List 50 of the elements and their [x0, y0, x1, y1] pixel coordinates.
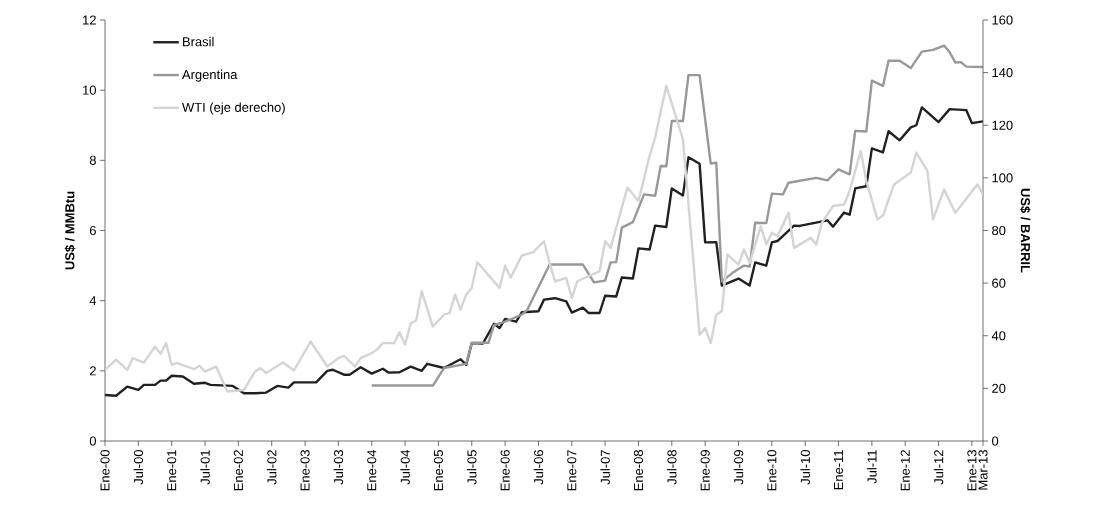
line-series — [370, 44, 984, 387]
x-tick-label: Ene-06 — [500, 450, 510, 491]
y2-tick-label: 100 — [992, 173, 1013, 183]
x-tick-label: Ene-08 — [633, 450, 644, 491]
y-tick-label: 12 — [83, 15, 96, 25]
x-tick-label: Ene-02 — [233, 450, 243, 491]
y2-tick-label: 80 — [992, 225, 1006, 236]
y2-axis-title: US$ / BARRIL — [1019, 188, 1031, 273]
y-tick-label: 8 — [89, 155, 96, 165]
x-tick-label: Ene-03 — [300, 450, 310, 491]
y2-tick-label: 20 — [992, 383, 1006, 393]
legend-label: Brasil — [183, 36, 214, 47]
x-tick-label: Jul-01 — [200, 450, 210, 485]
x-tick-label: Ene-13 — [967, 450, 977, 491]
y-tick-label: 2 — [89, 366, 96, 376]
x-tick-label: Jul-03 — [333, 450, 344, 485]
x-tick-label: Ene-00 — [100, 450, 110, 491]
x-tick-label: Jul-12 — [933, 450, 944, 485]
x-tick-label: Jul-08 — [667, 450, 677, 485]
y2-tick-label: 60 — [992, 278, 1006, 288]
x-tick-label: Jul-06 — [533, 450, 544, 485]
y2-tick-label: 40 — [991, 331, 1006, 341]
y-tick-label: 0 — [89, 436, 96, 446]
x-tick-label: Jul-05 — [467, 450, 477, 485]
x-tick-label: Jul-02 — [266, 450, 277, 485]
x-tick-label: Jul-09 — [733, 450, 744, 485]
legend-label: WTI (eje derecho) — [182, 102, 285, 115]
x-tick-label: Ene-05 — [433, 450, 444, 491]
y-tick-label: 10 — [83, 85, 96, 95]
y2-tick-label: 140 — [992, 68, 1013, 78]
y2-tick-label: 0 — [992, 436, 999, 446]
x-tick-label: Jul-11 — [867, 450, 877, 484]
x-tick-label: Jul-10 — [800, 450, 810, 485]
x-tick-label: Ene-11 — [834, 450, 844, 490]
y2-tick-label: 160 — [992, 15, 1013, 25]
x-tick-label: Ene-09 — [700, 450, 710, 491]
x-tick-label: Jul-04 — [400, 449, 410, 485]
legend-label: Argentina — [182, 69, 238, 82]
x-tick-label: Ene-01 — [167, 450, 177, 491]
x-tick-label: Ene-04 — [367, 449, 377, 491]
y2-tick-label: 120 — [992, 120, 1013, 130]
x-tick-label: Ene-07 — [567, 450, 577, 491]
y-axis-title: US$ / MMBtu — [64, 191, 76, 270]
y-tick-label: 6 — [89, 225, 96, 236]
x-tick-label: Jul-07 — [600, 450, 610, 485]
x-tick-label: Jul-00 — [133, 450, 144, 485]
x-tick-label: Mar-13 — [978, 450, 988, 490]
x-tick-label: Ene-12 — [900, 450, 910, 491]
y-tick-label: 4 — [89, 296, 97, 306]
x-tick-label: Ene-10 — [767, 450, 777, 491]
